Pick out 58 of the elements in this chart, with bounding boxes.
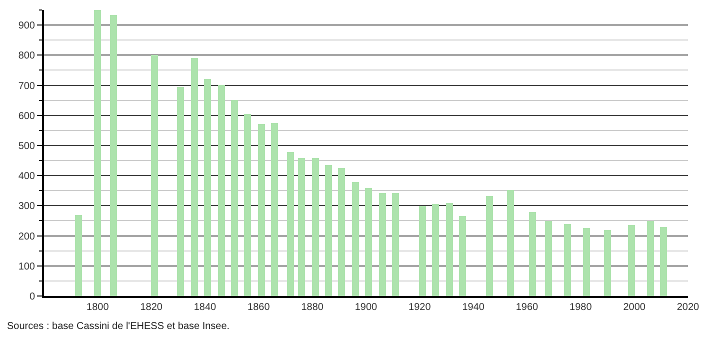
bar xyxy=(660,227,667,296)
y-tick-label: 900 xyxy=(18,20,36,32)
x-tick-label: 1840 xyxy=(194,302,217,313)
x-tick-label: 1820 xyxy=(140,302,163,313)
x-tick-label: 2000 xyxy=(623,302,646,313)
x-tick-label: 1860 xyxy=(248,302,270,313)
bar xyxy=(419,206,426,296)
bar xyxy=(271,123,278,296)
x-tick-label: 1920 xyxy=(408,302,432,313)
bar xyxy=(459,216,466,296)
bar xyxy=(94,10,101,296)
bar xyxy=(583,228,590,296)
bar xyxy=(191,58,198,296)
bar xyxy=(231,100,238,296)
y-tick-label: 200 xyxy=(18,231,36,242)
bar xyxy=(446,203,453,296)
bar xyxy=(379,193,386,296)
x-tick-label: 1960 xyxy=(516,302,539,313)
x-tick-label: 2020 xyxy=(676,302,700,313)
x-tick-label: 1900 xyxy=(354,302,378,313)
bar xyxy=(529,212,536,296)
bar xyxy=(352,182,359,296)
bar xyxy=(177,87,184,296)
source-note: Sources : base Cassini de l'EHESS et base Insee. xyxy=(7,321,230,332)
bar xyxy=(244,114,251,296)
bar xyxy=(151,55,158,296)
y-tick-label: 100 xyxy=(18,261,36,272)
bar xyxy=(204,79,211,296)
bar xyxy=(392,193,399,296)
x-tick-label: 1800 xyxy=(86,302,110,313)
bar xyxy=(110,15,117,296)
bar xyxy=(258,124,265,296)
y-tick-label: 700 xyxy=(18,80,36,92)
bar xyxy=(75,215,82,296)
bar xyxy=(365,188,372,296)
bar xyxy=(325,165,332,296)
bar xyxy=(287,152,294,296)
y-tick-label: 400 xyxy=(18,171,36,182)
bar xyxy=(604,230,611,296)
y-tick-label: 0 xyxy=(29,292,36,302)
bar xyxy=(545,221,552,296)
bar xyxy=(628,225,635,296)
y-tick-label: 800 xyxy=(18,50,36,62)
bar xyxy=(647,221,654,296)
bar xyxy=(338,168,345,296)
bar xyxy=(218,85,225,296)
bar xyxy=(432,204,439,296)
x-tick-label: 1940 xyxy=(462,302,485,313)
bar xyxy=(507,190,514,296)
x-tick-label: 1880 xyxy=(301,302,324,313)
y-tick-label: 500 xyxy=(18,140,36,152)
bar xyxy=(564,224,571,296)
y-tick-label: 300 xyxy=(18,201,36,212)
x-tick-label: 1980 xyxy=(570,302,592,313)
y-tick-label: 600 xyxy=(18,110,36,122)
bar xyxy=(312,158,319,296)
bar xyxy=(298,158,305,296)
bar xyxy=(486,196,493,296)
